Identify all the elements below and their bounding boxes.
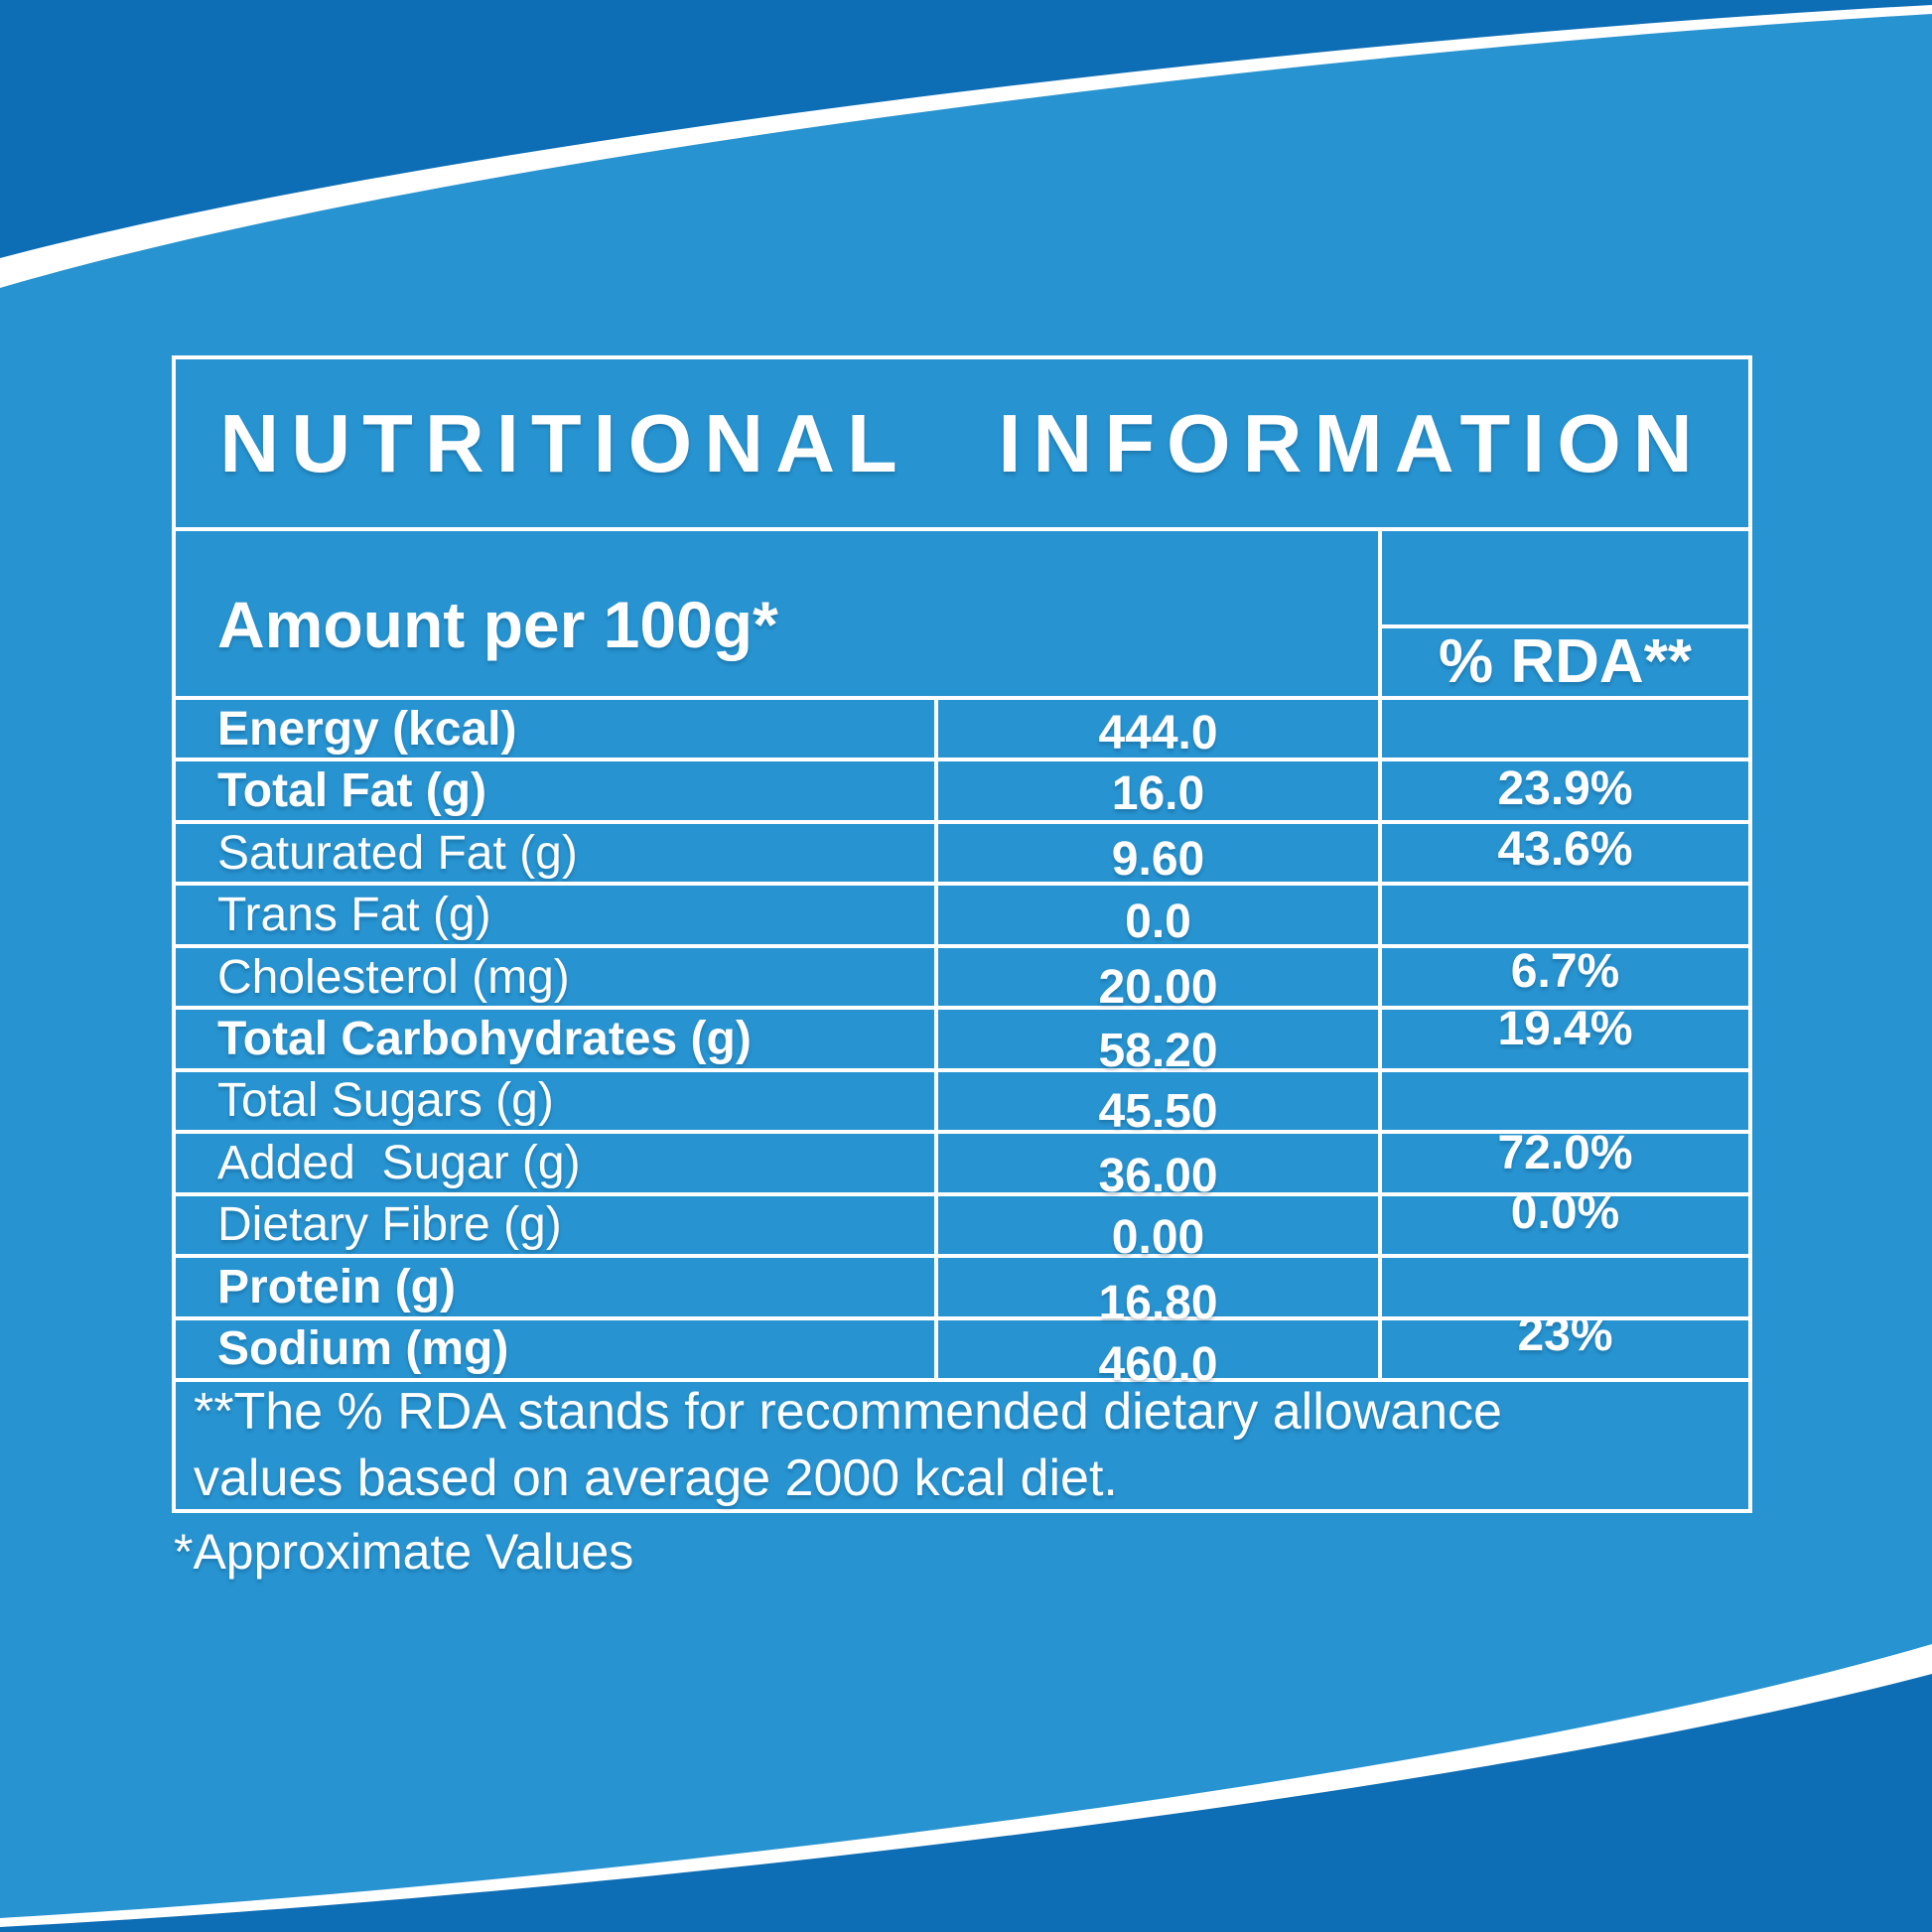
nutrient-amount: 20.00 [1098, 960, 1218, 1014]
nutrition-table-title-row: NUTRITIONAL INFORMATION [176, 359, 1748, 531]
nutrient-rda: 72.0% [1497, 1126, 1633, 1179]
table-row-cholesterol: Cholesterol (mg) 20.00 6.7% [176, 943, 1748, 1014]
rda-header-label: % RDA** [1439, 627, 1692, 696]
table-row-saturated-fat: Saturated Fat (g) 9.60 43.6% [176, 819, 1748, 886]
nutrient-amount: 36.00 [1098, 1149, 1218, 1202]
nutrient-amount-cell: 9.60 [934, 823, 1378, 886]
page-title: NUTRITIONAL INFORMATION [219, 396, 1705, 489]
nutrient-label: Cholesterol (mg) [217, 950, 570, 1004]
nutrient-amount-cell: 58.20 [934, 1010, 1378, 1077]
table-row-protein: Protein (g) 16.80 [176, 1254, 1748, 1329]
nutrient-rda-cell: 0.0% [1378, 1186, 1748, 1255]
nutrient-rda-cell [1378, 700, 1748, 759]
rda-footnote-row: **The % RDA stands for recommended dieta… [176, 1378, 1748, 1509]
nutrient-rda-cell: 43.6% [1378, 822, 1748, 883]
nutrient-amount-cell: 460.0 [934, 1319, 1378, 1391]
nutrient-label: Dietary Fibre (g) [217, 1198, 562, 1252]
nutrient-rda-cell [1378, 886, 1748, 944]
bottom-dark-corner [0, 1674, 1932, 1932]
nutrient-amount: 45.50 [1098, 1085, 1218, 1139]
nutrient-rda-cell: 23% [1378, 1309, 1748, 1378]
table-row-sodium: Sodium (mg) 460.0 23% [176, 1309, 1748, 1391]
top-dark-corner [0, 0, 1932, 258]
table-row-total-sugars: Total Sugars (g) 45.50 [176, 1067, 1748, 1138]
nutrient-amount: 444.0 [1098, 706, 1218, 759]
nutrient-label: Energy (kcal) [217, 702, 517, 756]
nutrient-rda-cell: 19.4% [1378, 1003, 1748, 1068]
nutrient-amount: 460.0 [1098, 1338, 1218, 1392]
nutrient-label: Saturated Fat (g) [217, 826, 578, 880]
nutrient-label: Protein (g) [217, 1260, 456, 1313]
nutrition-table-header-row: Amount per 100g* % RDA** [176, 531, 1748, 696]
rda-footnote: **The % RDA stands for recommended dieta… [194, 1383, 1502, 1507]
nutrient-amount-cell: 16.80 [934, 1258, 1378, 1329]
nutrient-amount: 0.00 [1111, 1211, 1205, 1265]
table-row-dietary-fibre: Dietary Fibre (g) 0.00 0.0% [176, 1186, 1748, 1264]
nutrient-label: Total Sugars (g) [217, 1074, 554, 1128]
amount-per-100g-label: Amount per 100g* [217, 588, 778, 661]
nutrient-amount: 16.0 [1111, 767, 1205, 821]
nutrient-rda: 6.7% [1510, 944, 1620, 998]
amount-per-100g-header-cell: Amount per 100g* [176, 531, 1378, 696]
nutrient-rda-cell: 6.7% [1378, 945, 1748, 1007]
table-row-total-fat: Total Fat (g) 16.0 23.9% [176, 758, 1748, 821]
rda-header-label-cell: % RDA** [1382, 628, 1748, 696]
nutrient-amount-cell: 45.50 [934, 1071, 1378, 1138]
nutrient-label: Added Sugar (g) [217, 1136, 581, 1189]
table-row-added-sugar: Added Sugar (g) 36.00 72.0% [176, 1127, 1748, 1202]
nutrient-rda: 19.4% [1497, 1002, 1633, 1055]
nutrient-amount: 9.60 [1111, 832, 1205, 886]
nutrient-amount: 16.80 [1098, 1276, 1218, 1329]
nutrient-amount: 58.20 [1098, 1024, 1218, 1077]
approximate-values-note: *Approximate Values [174, 1524, 634, 1580]
nutrition-rows: Energy (kcal) 444.0 Total Fat (g) 16.0 2… [176, 696, 1748, 1391]
nutrient-rda-cell: 72.0% [1378, 1127, 1748, 1192]
nutrient-amount-cell: 444.0 [934, 700, 1378, 759]
nutrient-label: Trans Fat (g) [217, 889, 491, 942]
nutrient-rda-cell [1378, 1258, 1748, 1316]
table-row-trans-fat: Trans Fat (g) 0.0 [176, 882, 1748, 948]
nutrient-amount-cell: 0.00 [934, 1195, 1378, 1264]
nutrient-label: Sodium (mg) [217, 1322, 509, 1376]
nutrient-rda: 23.9% [1497, 762, 1633, 816]
nutrient-rda-cell [1378, 1071, 1748, 1131]
rda-header-spacer [1382, 531, 1748, 628]
nutrient-label: Total Fat (g) [217, 764, 487, 818]
nutrient-amount: 0.0 [1125, 896, 1191, 949]
nutrient-rda: 0.0% [1510, 1186, 1620, 1240]
nutrient-amount-cell: 0.0 [934, 886, 1378, 948]
nutrient-amount-cell: 36.00 [934, 1134, 1378, 1202]
nutrient-label: Total Carbohydrates (g) [217, 1012, 752, 1065]
nutrient-amount-cell: 20.00 [934, 947, 1378, 1014]
nutrient-amount-cell: 16.0 [934, 761, 1378, 821]
table-row-total-carbohydrates: Total Carbohydrates (g) 58.20 19.4% [176, 1003, 1748, 1077]
nutrient-rda: 43.6% [1497, 822, 1633, 876]
nutrient-rda: 23% [1517, 1309, 1613, 1362]
rda-header-cell: % RDA** [1378, 531, 1748, 696]
table-row-energy: Energy (kcal) 444.0 [176, 696, 1748, 759]
nutrition-table: NUTRITIONAL INFORMATION Amount per 100g*… [172, 355, 1752, 1513]
nutrient-rda-cell: 23.9% [1378, 761, 1748, 820]
